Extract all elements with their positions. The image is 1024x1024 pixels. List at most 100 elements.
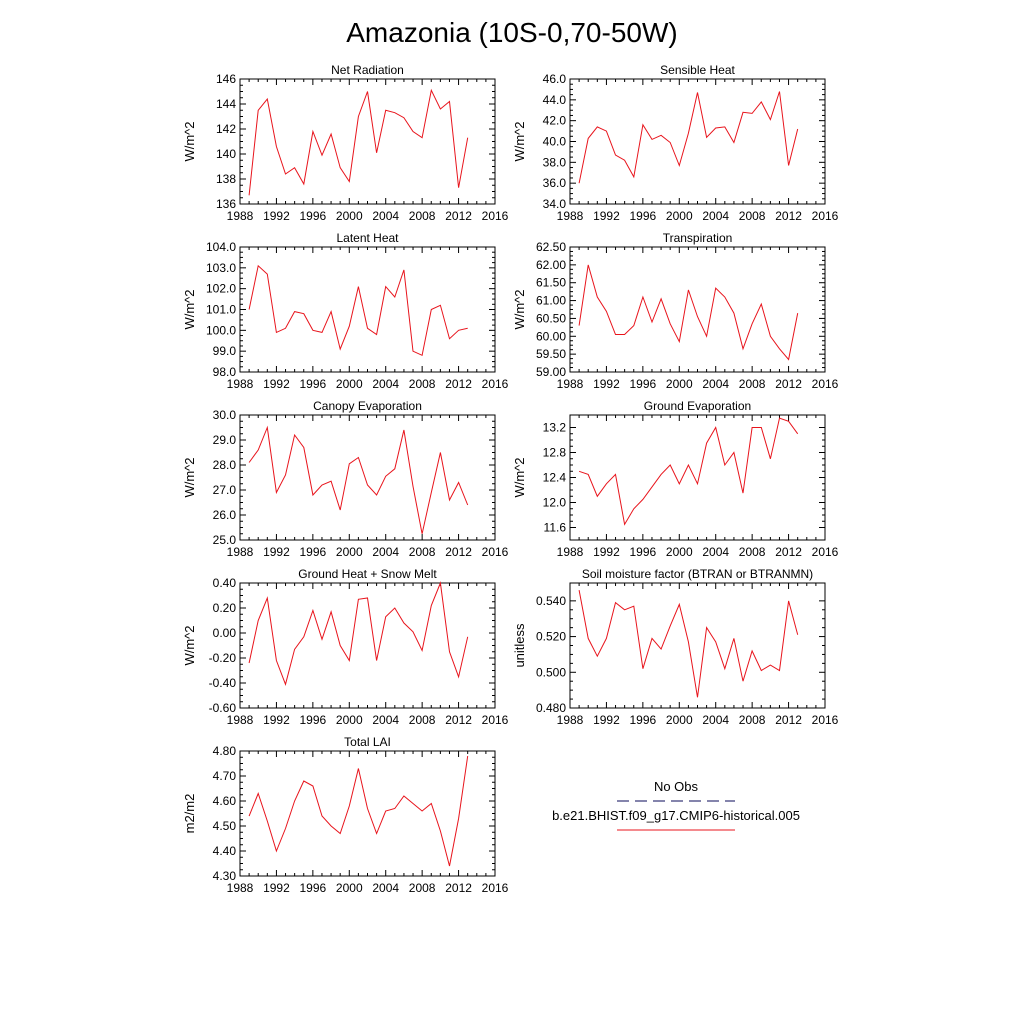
series-line — [578, 590, 799, 698]
series-line — [578, 417, 799, 526]
plot-frame — [239, 582, 496, 709]
x-tick-label: 2000 — [666, 713, 693, 727]
y-tick-label: 0.520 — [536, 630, 566, 644]
x-tick-label: 1992 — [263, 209, 290, 223]
x-tick-label: 2000 — [336, 881, 363, 895]
panel-title: Ground Evaporation — [644, 399, 751, 413]
y-tick-label: 0.480 — [536, 701, 566, 715]
y-tick-label: 60.50 — [536, 311, 566, 325]
y-tick-label: 44.0 — [543, 93, 567, 107]
panel-1: Sensible Heat 1988 1992 1996 2000 2004 2008 201… — [512, 63, 839, 223]
x-tick-label: 2016 — [482, 881, 509, 895]
x-tick-label: 1992 — [593, 209, 620, 223]
x-tick-label: 1988 — [227, 377, 254, 391]
x-tick-label: 2012 — [775, 209, 802, 223]
plot-frame — [239, 246, 496, 373]
x-tick-label: 2008 — [409, 881, 436, 895]
series-line — [248, 755, 469, 867]
y-tick-label: 99.0 — [213, 344, 237, 358]
y-tick-label: 59.00 — [536, 365, 566, 379]
y-tick-label: 61.50 — [536, 276, 566, 290]
x-tick-label: 2004 — [372, 545, 399, 559]
x-tick-label: 2004 — [702, 209, 729, 223]
y-tick-label: 46.0 — [543, 72, 567, 86]
series-line — [248, 88, 469, 196]
x-tick-label: 1992 — [263, 881, 290, 895]
y-tick-label: 26.0 — [213, 508, 237, 522]
legend-model-label: b.e21.BHIST.f09_g17.CMIP6-historical.005 — [552, 808, 800, 823]
y-tick-label: 100.0 — [206, 323, 236, 337]
x-tick-label: 2008 — [409, 377, 436, 391]
y-tick-label: 136 — [216, 197, 236, 211]
y-tick-label: 4.30 — [213, 869, 237, 883]
x-tick-label: 2012 — [445, 713, 472, 727]
x-tick-label: 2008 — [739, 377, 766, 391]
y-tick-label: 34.0 — [543, 197, 567, 211]
y-tick-label: 4.80 — [213, 744, 237, 758]
x-tick-label: 2012 — [445, 377, 472, 391]
x-tick-label: 1992 — [263, 545, 290, 559]
x-tick-label: 2016 — [482, 377, 509, 391]
y-tick-label: 102.0 — [206, 282, 236, 296]
x-tick-label: 2008 — [739, 713, 766, 727]
x-tick-label: 1992 — [593, 545, 620, 559]
x-tick-label: 1996 — [300, 713, 327, 727]
x-tick-label: 2004 — [702, 713, 729, 727]
series-line — [578, 264, 799, 361]
x-tick-label: 2012 — [445, 545, 472, 559]
y-tick-label: 12.4 — [543, 471, 567, 485]
x-tick-label: 2004 — [702, 545, 729, 559]
x-tick-label: 2016 — [812, 209, 839, 223]
x-tick-label: 2004 — [372, 377, 399, 391]
x-tick-label: 1996 — [300, 881, 327, 895]
figure-title: Amazonia (10S-0,70-50W) — [346, 17, 677, 48]
y-tick-label: 103.0 — [206, 261, 236, 275]
x-tick-label: 1988 — [227, 545, 254, 559]
y-axis-label: W/m^2 — [512, 121, 527, 161]
panel-3: Transpiration 1988 1992 1996 2000 2004 2008 201… — [512, 231, 839, 391]
y-tick-label: -0.60 — [209, 701, 237, 715]
y-tick-label: 0.00 — [213, 626, 237, 640]
x-tick-label: 2012 — [445, 881, 472, 895]
x-tick-label: 1988 — [557, 377, 584, 391]
x-tick-label: 2016 — [482, 545, 509, 559]
panel-title: Total LAI — [344, 735, 391, 749]
y-tick-label: 28.0 — [213, 458, 237, 472]
y-tick-label: 4.40 — [213, 844, 237, 858]
y-tick-label: 30.0 — [213, 408, 237, 422]
panel-title: Ground Heat + Snow Melt — [298, 567, 437, 581]
x-tick-label: 1992 — [263, 713, 290, 727]
x-tick-label: 2000 — [336, 377, 363, 391]
x-tick-label: 1988 — [557, 545, 584, 559]
plot-frame — [569, 414, 826, 541]
panel-0: Net Radiation 1988 1992 1996 2000 2004 2008 201… — [182, 63, 509, 223]
series-line — [248, 581, 469, 686]
plot-frame — [239, 750, 496, 877]
plot-frame — [239, 78, 496, 205]
y-tick-label: 4.60 — [213, 794, 237, 808]
y-tick-label: 104.0 — [206, 240, 236, 254]
x-tick-label: 1992 — [593, 713, 620, 727]
y-tick-label: 101.0 — [206, 303, 236, 317]
x-tick-label: 2000 — [666, 209, 693, 223]
panel-4: Canopy Evaporation 1988 1992 1996 2000 2004 20… — [182, 399, 509, 559]
x-tick-label: 1996 — [630, 713, 657, 727]
x-tick-label: 2012 — [775, 545, 802, 559]
y-tick-label: 61.00 — [536, 294, 566, 308]
x-tick-label: 2000 — [336, 545, 363, 559]
x-tick-label: 2012 — [775, 377, 802, 391]
y-tick-label: 0.20 — [213, 601, 237, 615]
x-tick-label: 2008 — [739, 545, 766, 559]
plot-frame — [569, 582, 826, 709]
y-tick-label: 4.70 — [213, 769, 237, 783]
y-axis-label: W/m^2 — [182, 457, 197, 497]
y-tick-label: -0.40 — [209, 676, 237, 690]
y-axis-label: W/m^2 — [182, 289, 197, 329]
x-tick-label: 2012 — [445, 209, 472, 223]
x-tick-label: 2000 — [336, 713, 363, 727]
y-tick-label: 11.6 — [544, 521, 567, 535]
x-tick-label: 1996 — [630, 209, 657, 223]
x-tick-label: 2008 — [409, 209, 436, 223]
y-tick-label: 4.50 — [213, 819, 237, 833]
x-tick-label: 1988 — [227, 881, 254, 895]
